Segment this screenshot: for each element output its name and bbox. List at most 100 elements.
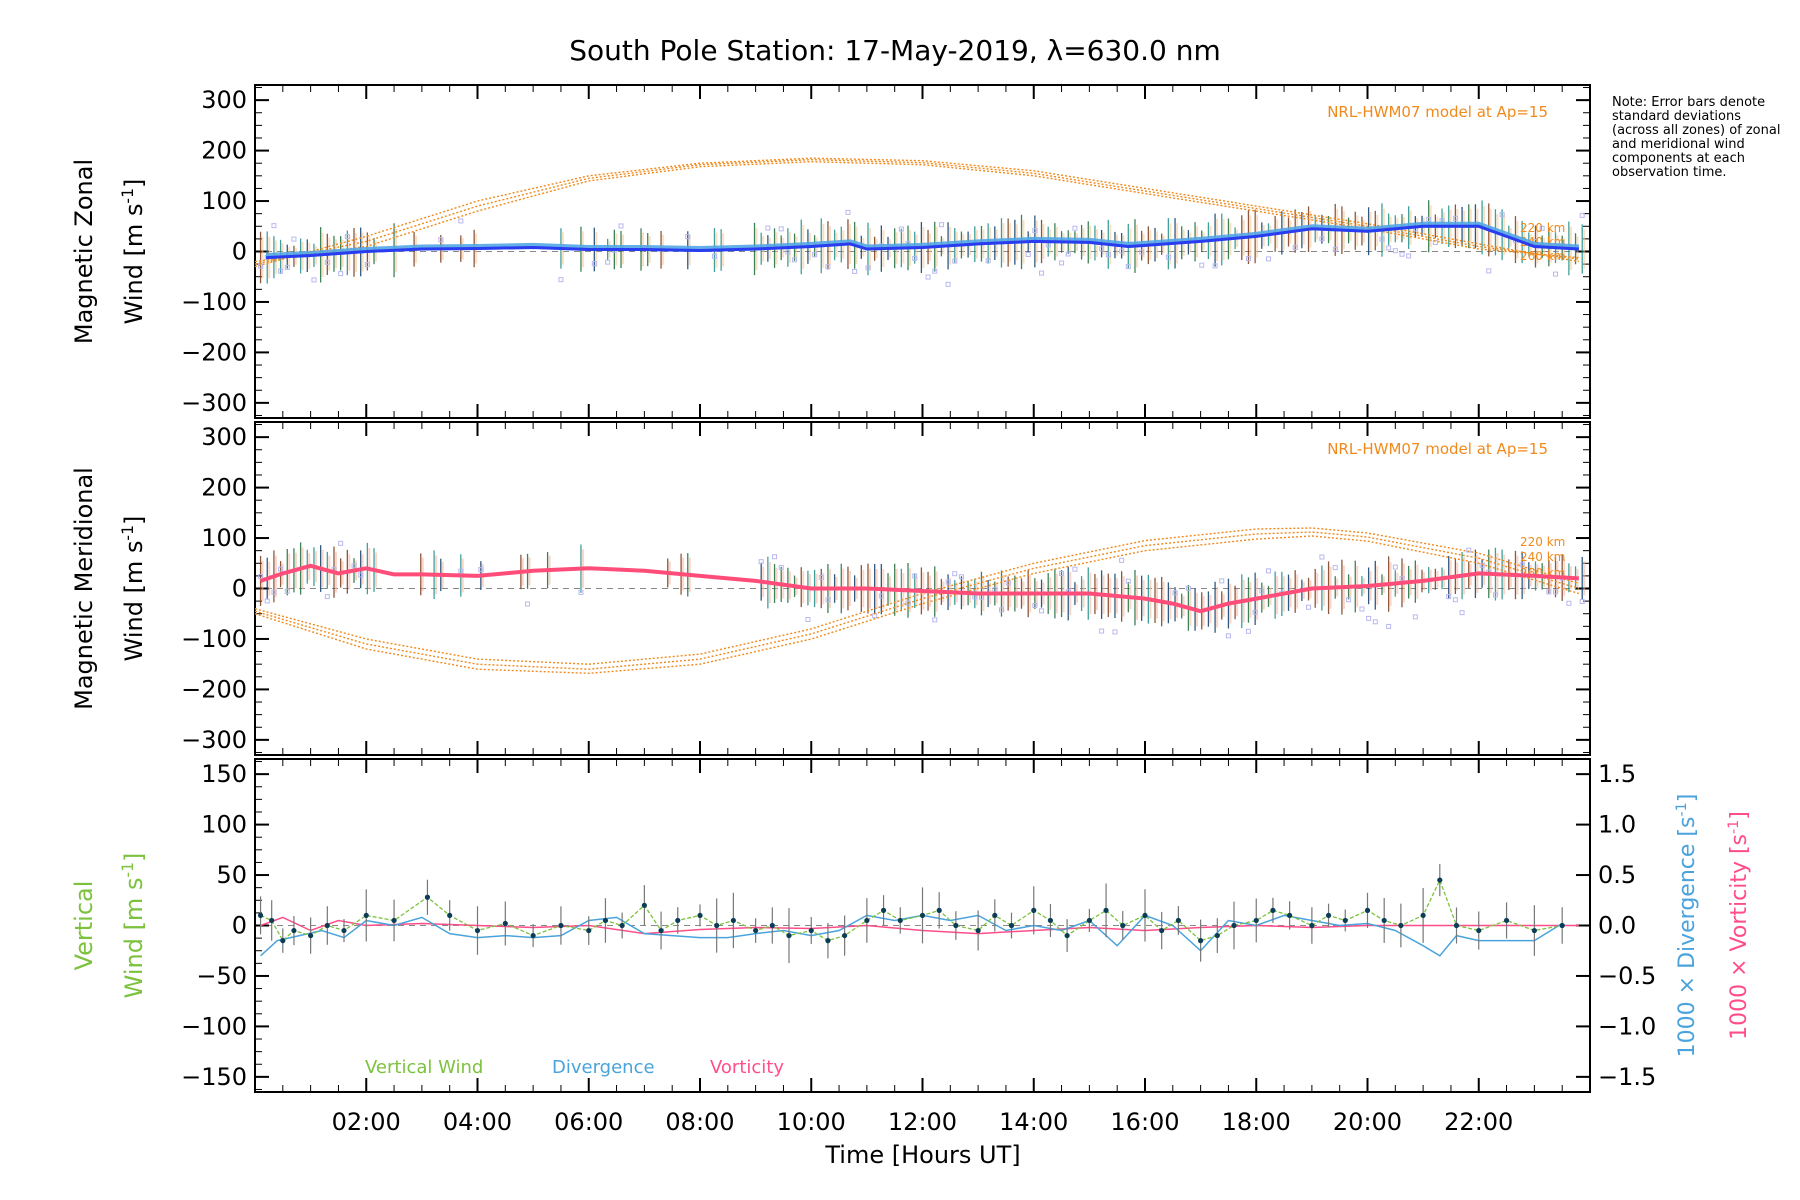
zonal-zone-sample — [1265, 256, 1271, 262]
vertical-wind-point — [1047, 917, 1054, 924]
meridional-zone-sample — [1032, 603, 1038, 609]
vertical-wind-point — [1253, 917, 1259, 924]
vertical-wind-point — [953, 922, 959, 929]
zonal-zone-sample — [311, 277, 317, 283]
zonal-ylabel-line1: Magnetic Zonal — [70, 159, 98, 344]
zonal-zone-sample — [1065, 251, 1071, 257]
zonal-zone-sample — [1406, 253, 1412, 259]
meridional-zone-sample — [278, 566, 284, 572]
meridional-zone-sample — [1386, 623, 1392, 629]
zonal-zone-sample — [1579, 212, 1585, 218]
meridional-zone-sample — [258, 574, 264, 580]
vertical-wind-point — [1476, 927, 1482, 934]
meridional-zone-sample — [1125, 578, 1131, 584]
zonal-zone-sample — [685, 234, 691, 240]
zonal-zone-sample — [1553, 271, 1559, 277]
meridional-ytick-label: −100 — [181, 625, 247, 653]
meridional-zone-sample — [818, 574, 824, 580]
vertical-wind-point — [257, 912, 264, 919]
zonal-ytick-label: −300 — [181, 389, 247, 417]
legend-vertical-wind: Vertical Wind — [365, 1057, 483, 1078]
meridional-model-260km — [254, 535, 1580, 675]
zonal-zone-sample — [605, 259, 611, 265]
meridional-zone-sample — [1566, 600, 1572, 606]
meridional-model-label: NRL-HWM07 model at Ap=15 — [1327, 440, 1548, 458]
meridional-zone-sample — [998, 607, 1004, 613]
x-tick-label: 10:00 — [777, 1108, 846, 1136]
vertical-wind-point — [658, 927, 664, 934]
zonal-zone-sample — [1165, 254, 1171, 260]
meridional-ytick-label: 0 — [232, 575, 247, 603]
vertical-y2tick-label: −1.0 — [1598, 1012, 1656, 1040]
zonal-ytick-label: −200 — [181, 338, 247, 366]
zonal-zone-sample — [711, 253, 717, 259]
meridional-zone-sample — [878, 593, 884, 599]
vertical-wind-point — [675, 917, 681, 924]
vertical-wind-point — [936, 907, 942, 913]
zonal-zone-sample — [1039, 270, 1045, 276]
zonal-zone-sample — [1245, 256, 1251, 262]
vertical-wind-point — [1031, 907, 1037, 913]
meridional-zone-sample — [1112, 629, 1118, 635]
x-tick-label: 14:00 — [999, 1108, 1068, 1136]
zonal-zone-sample — [1499, 211, 1505, 217]
zonal-zone-sample — [258, 263, 264, 269]
meridional-ytick-label: 300 — [201, 423, 247, 451]
vertical-wind-point — [602, 917, 609, 924]
meridional-zone-sample — [1225, 633, 1231, 639]
vertical-wind-point — [308, 932, 314, 939]
vertical-ylabel-line1: Vertical — [70, 881, 98, 971]
vertical-wind-point — [769, 922, 775, 929]
vertical-wind-point — [1103, 907, 1109, 913]
vertical-wind-point — [1287, 912, 1293, 919]
meridional-zone-sample — [1392, 564, 1398, 570]
meridional-zone-sample — [1466, 547, 1472, 553]
zonal-ytick-label: 100 — [201, 187, 247, 215]
meridional-zone-sample — [1172, 590, 1178, 596]
vertical-wind-point — [1364, 907, 1371, 913]
meridional-zone-sample — [458, 568, 464, 574]
x-axis: 02:00 04:00 06:00 08:00 10:00 12:00 14:00 16:00… — [332, 1108, 1514, 1169]
meridional-zone-sample — [324, 594, 330, 600]
meridional-zone-sample — [1359, 606, 1365, 612]
meridional-zone-sample — [1372, 619, 1378, 625]
vertical-ytick-label: 50 — [216, 861, 247, 889]
meridional-zone-sample — [1252, 609, 1258, 615]
vertical-y2tick-label: 0.0 — [1598, 912, 1636, 940]
zonal-mean-line — [266, 224, 1579, 260]
vertical-wind-point — [341, 927, 347, 934]
zonal-zone-sample — [1139, 249, 1145, 255]
meridional-ytick-label: −300 — [181, 726, 247, 754]
vertical-wind-point — [1214, 932, 1220, 939]
vertical-wind-point — [842, 932, 848, 939]
vertical-wind-point — [975, 927, 981, 934]
vertical-ytick-label: 0 — [232, 912, 247, 940]
meridional-zone-sample — [1185, 585, 1191, 591]
meridional-zone-sample — [264, 598, 270, 604]
x-tick-label: 12:00 — [888, 1108, 957, 1136]
meridional-zone-sample — [772, 554, 778, 560]
vertical-wind-point — [586, 927, 592, 934]
meridional-mean-line — [259, 563, 1580, 614]
zonal-zone-sample — [1072, 225, 1078, 231]
zonal-model-height-label: 220 km — [1520, 221, 1565, 235]
zonal-zone-sample — [825, 264, 831, 270]
vertical-wind-point — [502, 920, 508, 927]
vertical-wind-point — [864, 917, 870, 924]
meridional-zone-sample — [825, 597, 831, 603]
meridional-zone-sample — [478, 567, 484, 573]
vorticity-axis-label: 1000 × Vorticity [s-1] — [1726, 811, 1752, 1040]
zonal-zone-sample — [338, 271, 344, 277]
zonal-zone-sample — [558, 277, 564, 283]
vertical-ytick-label: −100 — [181, 1012, 247, 1040]
vertical-wind-point — [1086, 917, 1092, 924]
vertical-wind-point — [1342, 917, 1348, 924]
vertical-wind-point — [714, 922, 720, 929]
zonal-zone-sample — [865, 265, 871, 271]
vertical-wind-point — [530, 932, 536, 939]
zonal-zone-sample — [925, 274, 931, 280]
vertical-y2tick-label: −1.5 — [1598, 1063, 1656, 1091]
meridional-zone-sample — [932, 617, 938, 623]
meridional-zone-sample — [578, 589, 584, 595]
zonal-zone-sample — [938, 222, 944, 228]
